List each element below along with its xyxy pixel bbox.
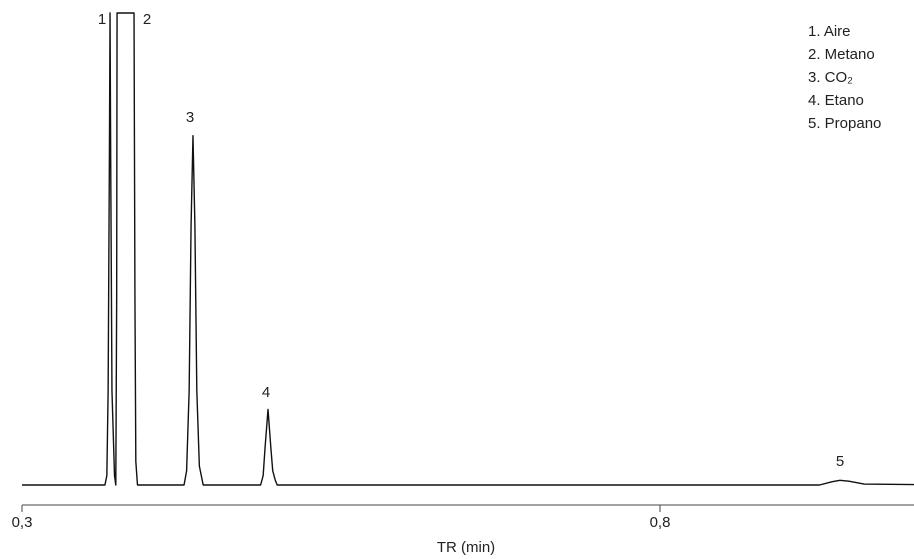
legend-entry: 1. Aire (808, 23, 851, 40)
x-tick-label: 0,8 (650, 514, 671, 531)
legend-entry: 2. Metano (808, 46, 875, 63)
peak-label: 1 (98, 11, 106, 28)
chromatogram-trace (22, 12, 914, 486)
peak-label: 3 (186, 109, 194, 126)
peak-label: 5 (836, 453, 844, 470)
legend-entry: 4. Etano (808, 92, 864, 109)
legend-entry: 3. CO₂ (808, 69, 853, 86)
peak-label: 4 (262, 384, 270, 401)
legend-entry: 5. Propano (808, 115, 881, 132)
x-tick-label: 0,3 (12, 514, 33, 531)
peak-label: 2 (143, 11, 151, 28)
x-axis-label: TR (min) (437, 539, 495, 556)
